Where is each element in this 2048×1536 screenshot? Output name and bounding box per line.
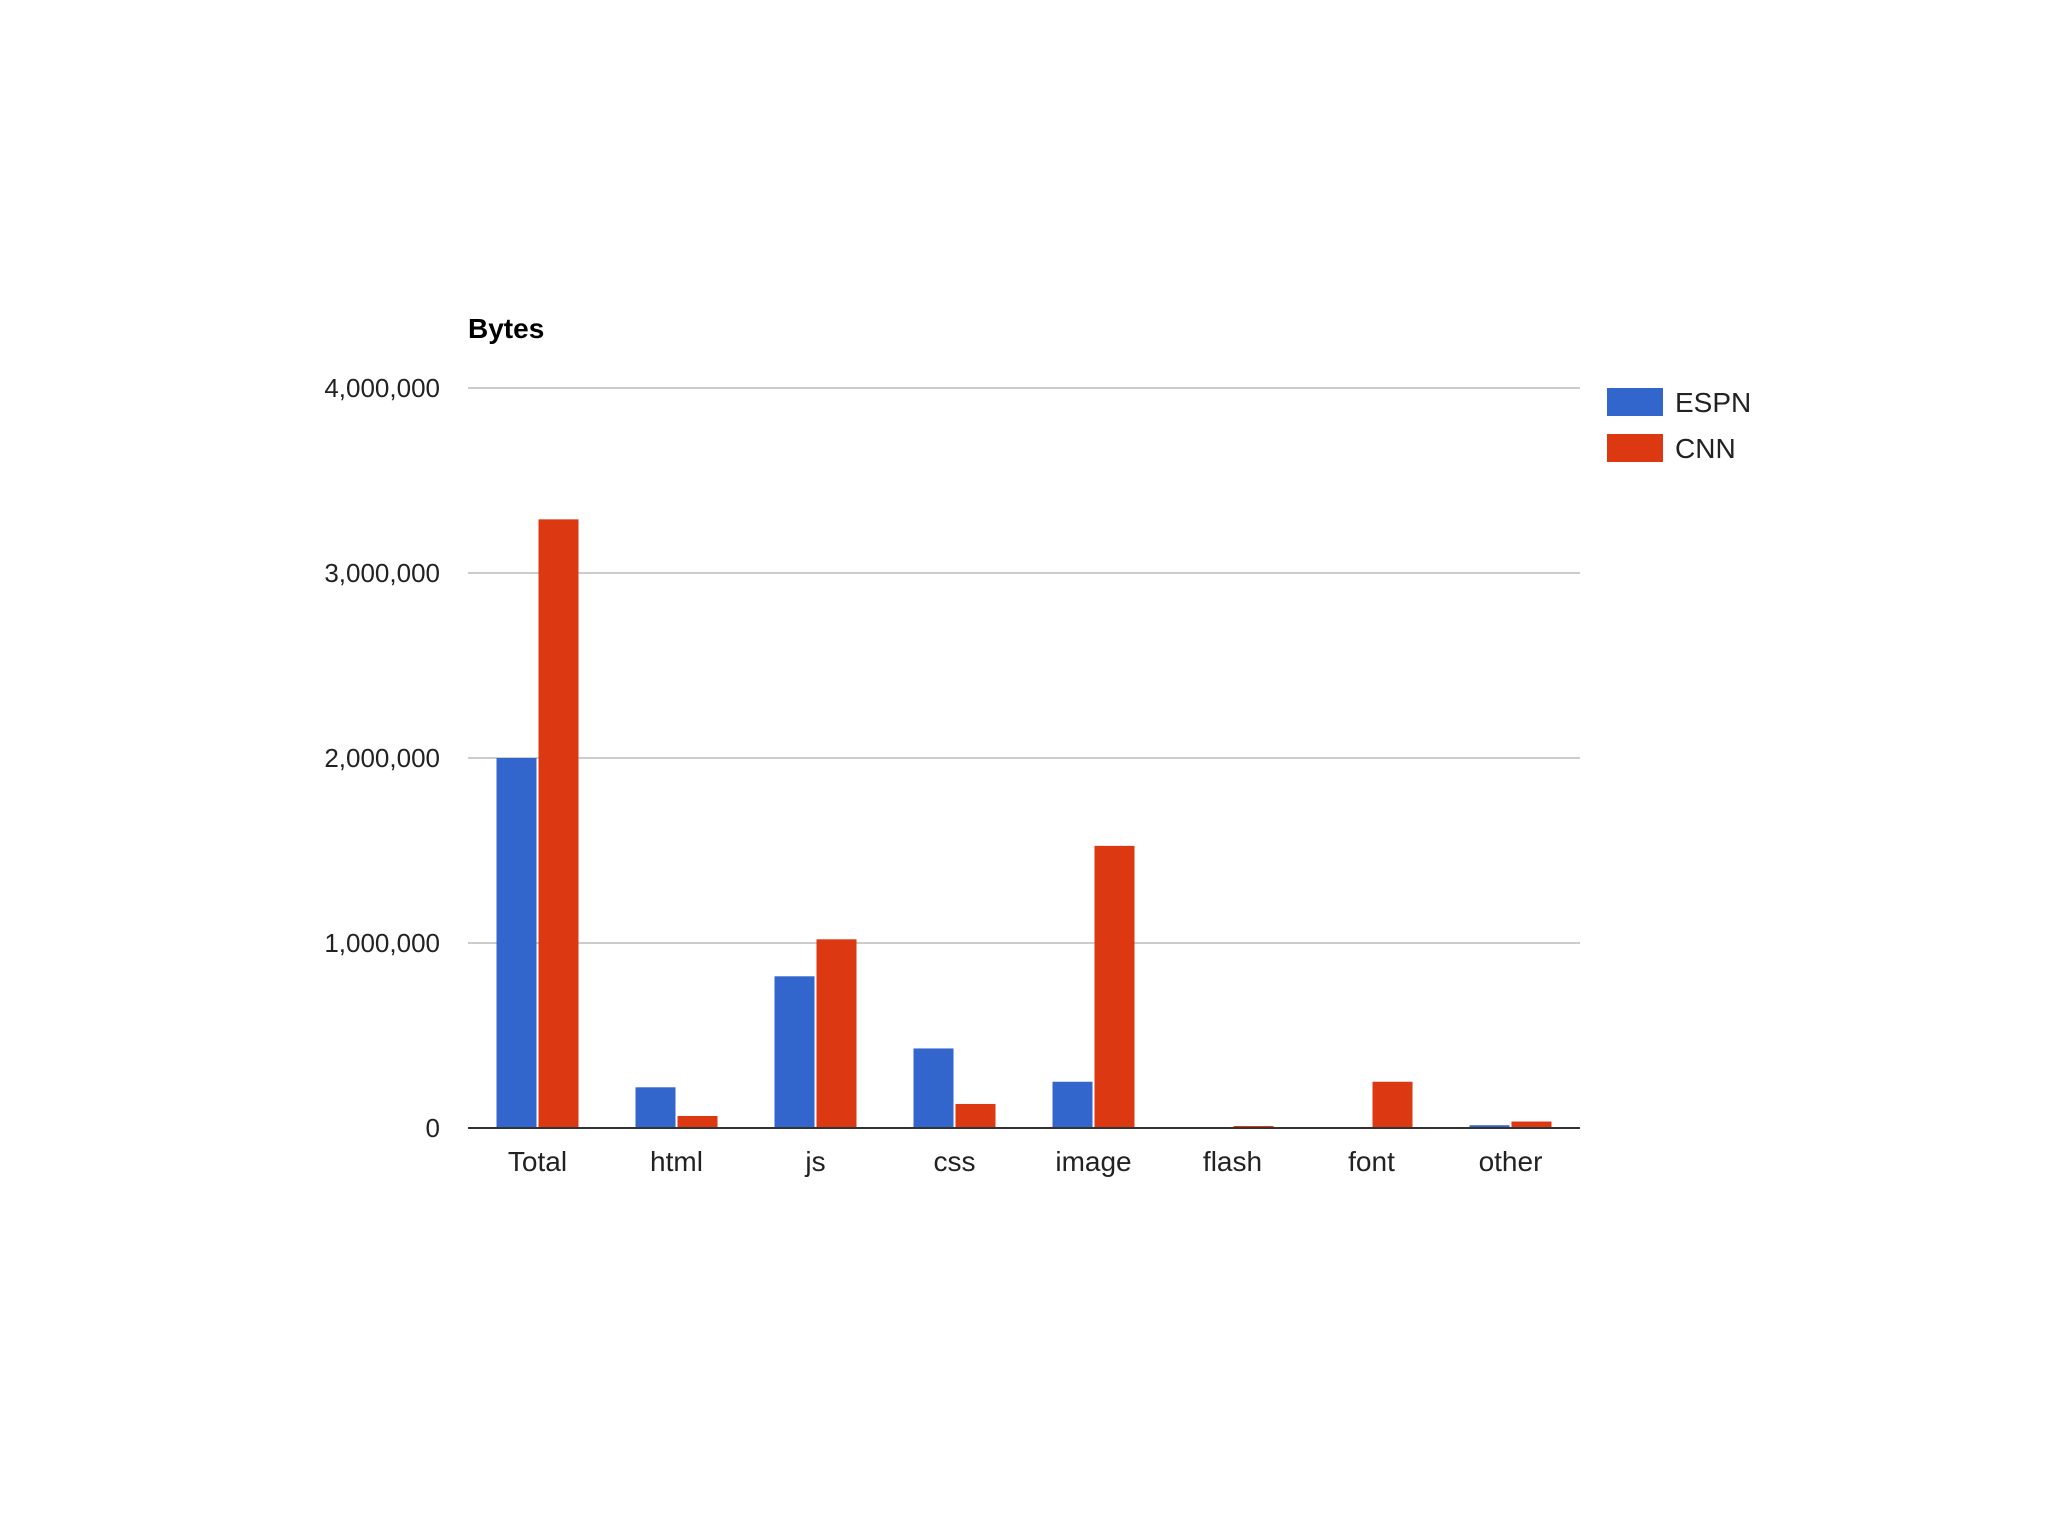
gridlines <box>468 387 1580 944</box>
bar-espn-js <box>774 976 815 1128</box>
legend-item: CNN <box>1607 433 1736 464</box>
bar-espn-total <box>496 758 537 1128</box>
legend-swatch <box>1607 388 1663 416</box>
y-tick-label: 1,000,000 <box>324 928 440 958</box>
legend-item: ESPN <box>1607 387 1751 418</box>
bar-espn-image <box>1052 1081 1093 1128</box>
bar-espn-other <box>1469 1125 1510 1128</box>
bar-espn-css <box>913 1048 954 1128</box>
y-tick-label: 2,000,000 <box>324 743 440 773</box>
x-category-label: font <box>1348 1146 1395 1177</box>
chart-title: Bytes <box>468 313 544 344</box>
x-category-label: css <box>934 1146 976 1177</box>
y-axis-tick-labels: 0 1,000,000 2,000,000 3,000,000 4,000,000 <box>324 373 440 1143</box>
legend-label: ESPN <box>1675 387 1751 418</box>
bar-cnn-html <box>677 1115 718 1128</box>
legend-swatch <box>1607 434 1663 462</box>
x-category-label: js <box>804 1146 825 1177</box>
legend-label: CNN <box>1675 433 1736 464</box>
y-tick-label: 4,000,000 <box>324 373 440 403</box>
y-tick-label: 3,000,000 <box>324 558 440 588</box>
bar-cnn-css <box>955 1103 996 1128</box>
y-tick-label: 0 <box>426 1113 440 1143</box>
bar-cnn-js <box>816 939 857 1128</box>
bar-cnn-font <box>1372 1081 1413 1128</box>
bar-cnn-other <box>1511 1121 1552 1128</box>
x-category-label: html <box>650 1146 703 1177</box>
bar-cnn-image <box>1094 845 1135 1128</box>
x-category-label: Total <box>508 1146 567 1177</box>
legend: ESPN CNN <box>1607 387 1751 464</box>
bars <box>496 519 1552 1128</box>
x-category-label: other <box>1479 1146 1543 1177</box>
bar-espn-html <box>635 1087 676 1128</box>
x-category-label: image <box>1055 1146 1131 1177</box>
x-category-label: flash <box>1203 1146 1262 1177</box>
bar-cnn-total <box>538 519 579 1128</box>
x-axis-category-labels: Total html js css image flash font other <box>508 1146 1542 1177</box>
